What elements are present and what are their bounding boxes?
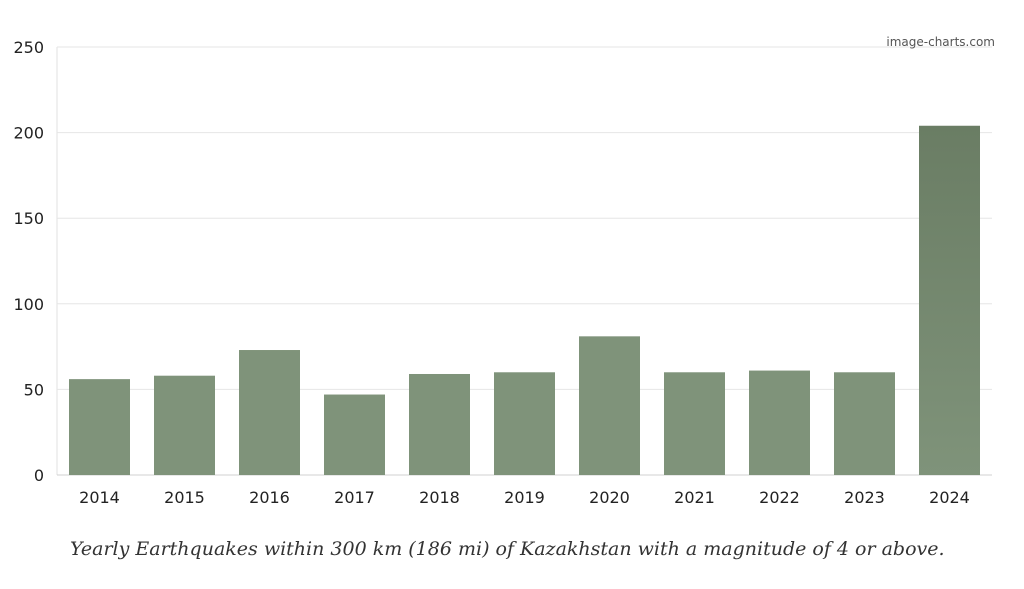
bar-2022 bbox=[749, 370, 810, 475]
bar-2020 bbox=[579, 336, 640, 475]
x-tick-label: 2024 bbox=[929, 488, 970, 507]
y-axis-ticks: 0 50 100 150 200 250 bbox=[13, 38, 44, 485]
bar-chart: 0 50 100 150 200 250 2014 2015 2016 2017 2018 2019… bbox=[13, 35, 995, 507]
watermark: image-charts.com bbox=[886, 35, 995, 49]
bar-2018 bbox=[409, 373, 470, 475]
bar-2014 bbox=[69, 379, 130, 475]
x-axis-ticks: 2014 2015 2016 2017 2018 2019 2020 2021 2022 2023… bbox=[79, 488, 970, 507]
bar-2017 bbox=[324, 394, 385, 475]
bar-2023 bbox=[834, 372, 895, 475]
y-tick-label: 0 bbox=[34, 466, 44, 485]
x-tick-label: 2021 bbox=[674, 488, 715, 507]
bar-2019 bbox=[494, 372, 555, 475]
x-tick-label: 2020 bbox=[589, 488, 630, 507]
x-tick-label: 2014 bbox=[79, 488, 120, 507]
bar-2015 bbox=[154, 375, 215, 475]
bar-2016 bbox=[239, 350, 300, 475]
y-tick-label: 150 bbox=[13, 209, 44, 228]
x-tick-label: 2022 bbox=[759, 488, 800, 507]
x-tick-label: 2018 bbox=[419, 488, 460, 507]
y-tick-label: 50 bbox=[24, 380, 44, 399]
y-tick-label: 200 bbox=[13, 124, 44, 143]
x-tick-label: 2019 bbox=[504, 488, 545, 507]
y-tick-label: 100 bbox=[13, 295, 44, 314]
x-tick-label: 2017 bbox=[334, 488, 375, 507]
x-tick-label: 2015 bbox=[164, 488, 205, 507]
bars bbox=[69, 125, 980, 475]
x-tick-label: 2016 bbox=[249, 488, 290, 507]
x-tick-label: 2023 bbox=[844, 488, 885, 507]
bar-2024 bbox=[919, 125, 980, 475]
y-tick-label: 250 bbox=[13, 38, 44, 57]
chart-caption: Yearly Earthquakes within 300 km (186 mi… bbox=[70, 538, 945, 560]
bar-2021 bbox=[664, 372, 725, 475]
